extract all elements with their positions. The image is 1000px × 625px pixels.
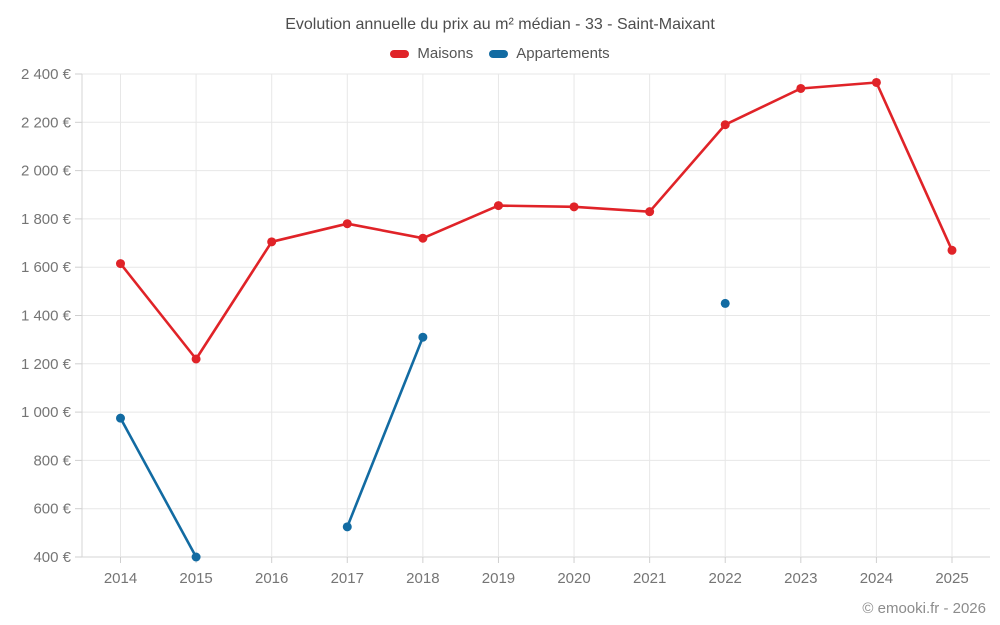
chart-title: Evolution annuelle du prix au m² médian …	[285, 16, 715, 33]
point-appartements-2022	[720, 298, 730, 308]
point-maisons-2019	[493, 201, 503, 211]
y-tick-label: 400 €	[33, 549, 71, 566]
point-appartements-2017	[342, 522, 352, 532]
y-tick-label: 600 €	[33, 501, 71, 518]
x-tick-label: 2019	[482, 570, 515, 587]
x-tick-label: 2020	[557, 570, 590, 587]
point-maisons-2024	[871, 77, 881, 87]
point-appartements-2018	[418, 332, 428, 342]
y-tick-label: 2 000 €	[21, 163, 72, 180]
legend-label-appartements: Appartements	[516, 45, 610, 62]
footer-credit: © emooki.fr - 2026	[862, 600, 986, 617]
y-tick-label: 800 €	[33, 452, 71, 469]
point-maisons-2021	[645, 207, 655, 217]
y-tick-label: 2 400 €	[21, 66, 72, 83]
legend-item-appartements[interactable]: Appartements	[489, 45, 610, 62]
y-tick-label: 1 600 €	[21, 259, 72, 276]
point-appartements-2014	[116, 413, 125, 423]
point-maisons-2016	[267, 237, 277, 247]
x-tick-label: 2025	[935, 570, 968, 587]
x-tick-label: 2015	[179, 570, 212, 587]
x-tick-label: 2017	[331, 570, 364, 587]
point-maisons-2023	[796, 83, 806, 93]
point-maisons-2015	[191, 354, 201, 364]
y-tick-label: 1 200 €	[21, 356, 72, 373]
y-tick-label: 1 800 €	[21, 211, 72, 228]
y-tick-label: 1 400 €	[21, 308, 72, 325]
x-tick-label: 2014	[104, 570, 137, 587]
point-maisons-2022	[720, 120, 730, 130]
point-maisons-2018	[418, 233, 428, 243]
point-maisons-2014	[116, 259, 125, 269]
point-appartements-2015	[191, 552, 201, 562]
y-tick-label: 2 200 €	[21, 114, 72, 131]
legend-swatch-appartements-icon	[489, 49, 509, 58]
legend-item-maisons[interactable]: Maisons	[390, 45, 473, 62]
x-tick-label: 2023	[784, 570, 817, 587]
point-maisons-2017	[342, 219, 352, 229]
x-tick-label: 2016	[255, 570, 288, 587]
legend-swatch-maisons-icon	[390, 49, 410, 58]
x-tick-label: 2022	[709, 570, 742, 587]
y-tick-label: 1 000 €	[21, 404, 72, 421]
point-maisons-2020	[569, 202, 579, 212]
x-tick-label: 2021	[633, 570, 666, 587]
legend: Maisons Appartements	[0, 45, 1000, 62]
x-tick-label: 2018	[406, 570, 439, 587]
x-tick-label: 2024	[860, 570, 893, 587]
legend-label-maisons: Maisons	[417, 45, 474, 62]
line-maisons	[119, 81, 954, 361]
point-maisons-2025	[947, 245, 957, 255]
